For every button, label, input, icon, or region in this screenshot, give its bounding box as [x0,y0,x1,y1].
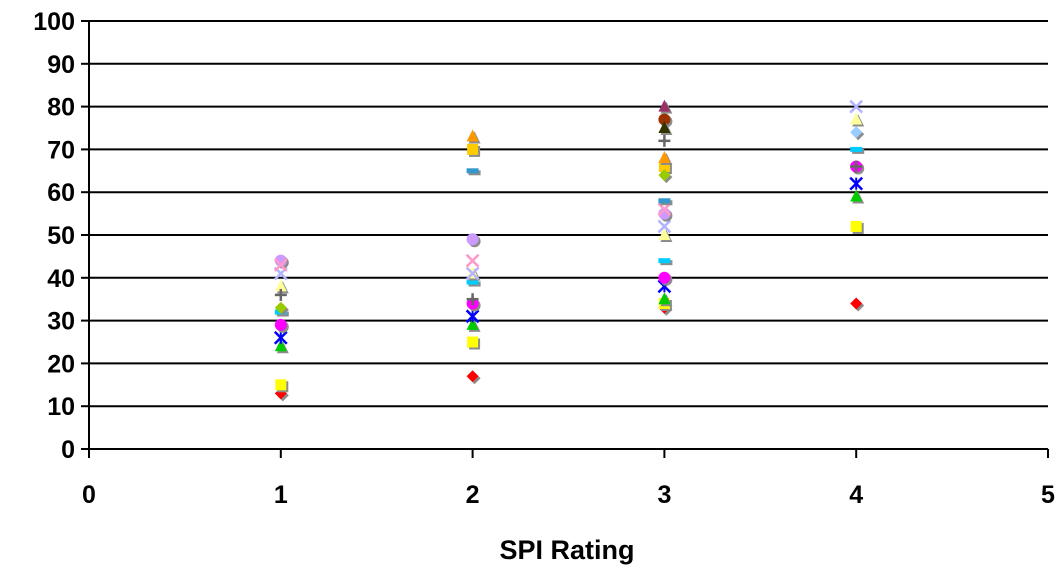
data-point [658,113,671,126]
y-tick-label: 40 [47,265,75,293]
series-18 [658,121,673,135]
x-tick-label: 0 [82,481,96,509]
data-point [658,198,671,204]
data-point [658,99,671,112]
data-point [658,292,671,305]
data-point [658,134,671,147]
data-point [465,253,480,268]
series-19 [850,126,865,141]
data-point [657,202,672,217]
data-point-b [465,266,480,281]
data-point [467,143,479,155]
y-tick-label: 20 [47,350,75,378]
x-tick-label: 4 [849,481,863,509]
data-point [658,258,671,264]
data-point [274,279,287,292]
data-point [658,150,671,163]
x-tick-label: 2 [466,481,480,509]
y-tick-label: 90 [47,51,75,79]
y-tick-label: 50 [47,222,75,250]
y-tick-label: 80 [47,94,75,122]
series-6 [274,146,865,317]
data-point [273,258,288,272]
data-point [657,219,672,234]
data-point [850,160,863,173]
series-3 [274,189,865,354]
data-point [466,370,479,383]
series-8 [273,99,864,281]
data-point [466,293,479,306]
data-point [466,168,479,174]
data-point [465,266,480,281]
axes [81,20,1049,458]
x-tick-label: 1 [274,481,288,509]
data-point [658,228,671,240]
tick-labels: 0 10 20 30 40 50 60 70 80 90 100 0 1 2 3 4 5 [33,8,1055,509]
data-point [849,176,864,191]
data-point [275,379,287,391]
data-point [850,220,862,232]
data-point [274,301,287,314]
y-tick-label: 100 [33,8,75,36]
y-tick-label: 10 [47,393,75,421]
x-tick-label: 3 [657,481,671,509]
data-point [850,146,863,152]
data-point-b [273,258,288,272]
data-point [466,317,479,330]
y-tick-label: 60 [47,179,75,207]
y-tick-label: 70 [47,136,75,164]
series-2 [275,220,864,393]
series-12 [466,129,673,165]
data-point [274,339,287,352]
data-point [273,330,288,345]
y-tick-label: 0 [61,436,75,464]
data-point [466,279,479,285]
x-axis-title: SPI Rating [499,535,634,565]
series-4 [273,176,864,345]
data-point [658,169,671,182]
data-points [273,99,865,402]
data-point [466,129,479,142]
gridlines [89,20,1048,408]
series-7 [274,112,865,294]
y-tick-label: 30 [47,308,75,336]
data-point [850,112,863,125]
data-point [658,161,670,173]
data-point-b [465,253,480,268]
series-14 [274,169,673,316]
series-11 [467,143,672,175]
data-point [658,121,671,133]
data-point [274,318,287,331]
data-point [850,126,863,139]
data-point [850,297,863,310]
data-point [467,336,479,348]
series-10 [273,202,672,272]
series-1 [274,297,865,402]
x-tick-label: 5 [1041,481,1055,509]
data-point [850,189,863,202]
data-point [274,288,287,301]
data-point-b [657,202,672,217]
series-13 [466,168,673,206]
series-17 [658,99,673,114]
series-5 [274,160,865,333]
data-point [465,309,480,324]
data-point-b [657,219,672,234]
data-point-b [849,99,864,114]
series-15 [274,134,863,306]
data-point [466,233,479,246]
data-point [658,271,671,284]
data-point [849,99,864,114]
